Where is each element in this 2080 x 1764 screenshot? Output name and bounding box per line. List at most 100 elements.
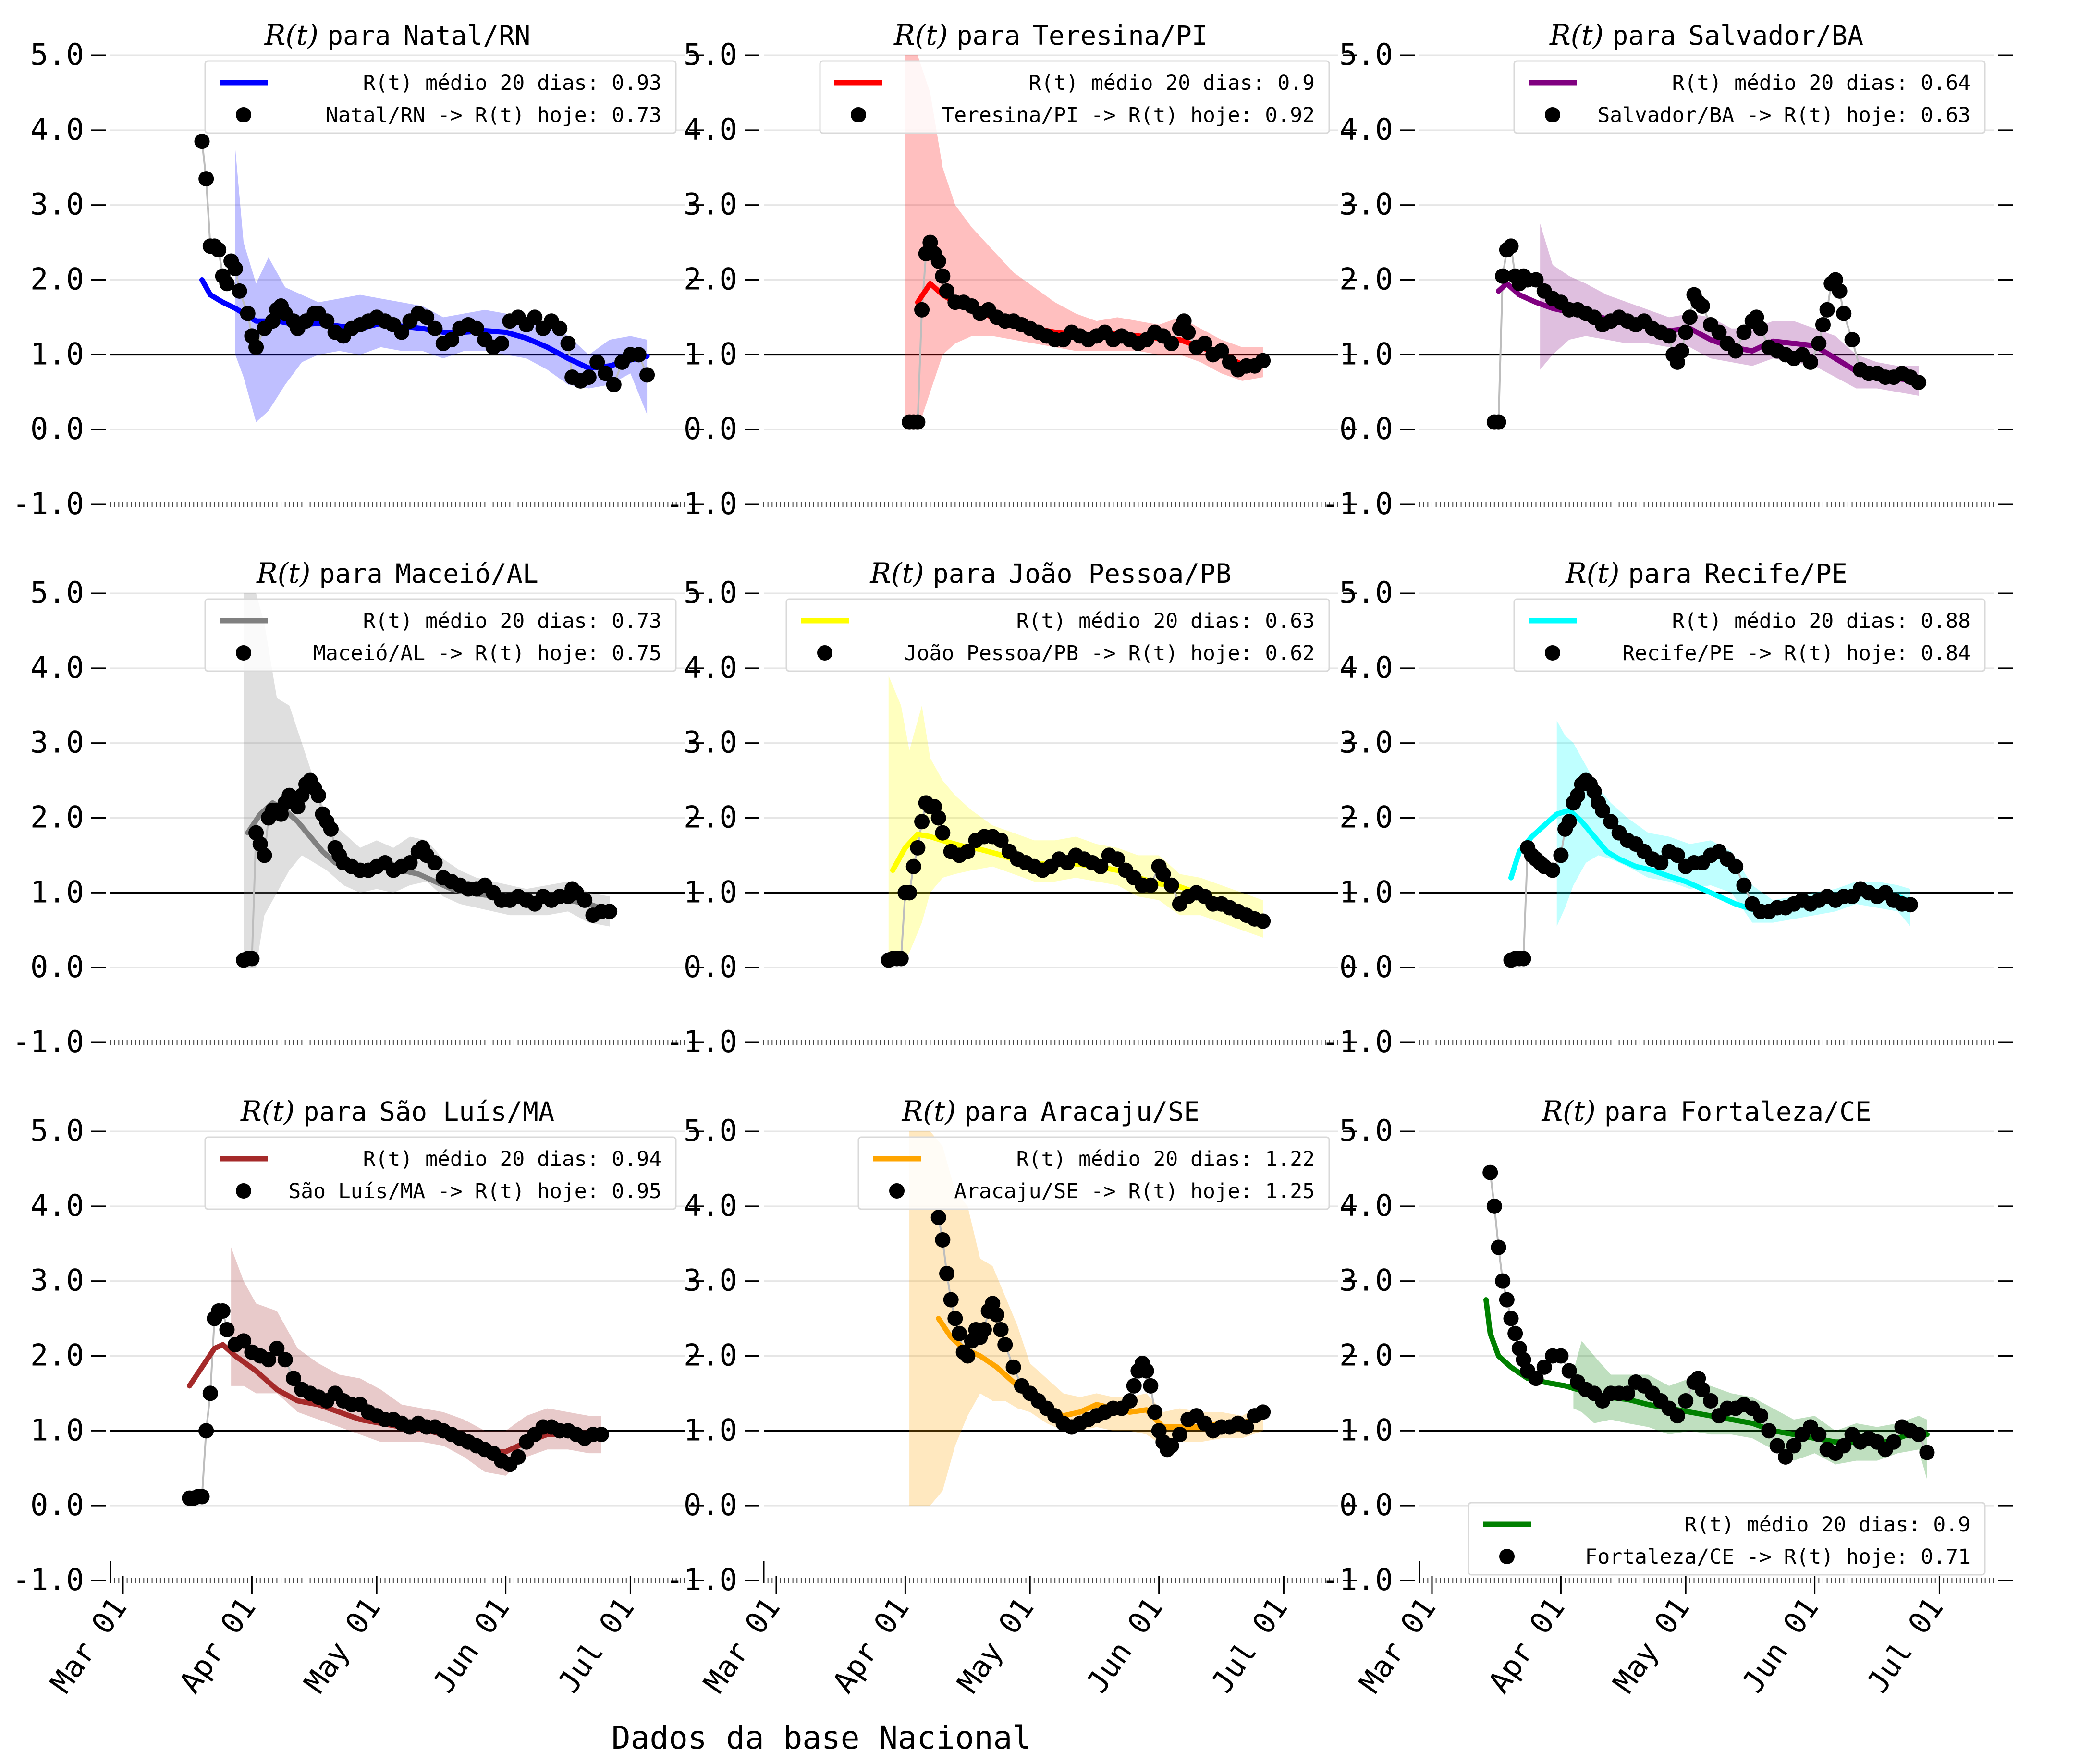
legend-today-label: Recife/PE -> R(t) hoje: 0.84 <box>1622 641 1970 665</box>
data-point <box>989 1307 1004 1323</box>
chart-title-math: R(t) <box>1565 557 1619 589</box>
data-point <box>1213 343 1229 359</box>
data-point <box>1603 814 1619 830</box>
chart-panel: R(t) para São Luís/MA -1.0 0.0 1.0 2.0 3.0 4.0 5.… <box>12 1095 704 1699</box>
chart-title-city: Maceió/AL <box>395 558 538 589</box>
chart-title-city: Salvador/BA <box>1688 20 1863 51</box>
data-point <box>893 951 909 967</box>
legend-mean-label: R(t) médio 20 dias: 0.88 <box>1672 609 1970 633</box>
panels-container: R(t) para Natal/RN-1.00.01.02.03.04.05.0R(… <box>12 19 2013 1699</box>
chart-title: R(t) para São Luís/MA <box>240 1095 554 1127</box>
data-point <box>1694 298 1710 314</box>
y-tick-label: 3.0 <box>30 1263 84 1298</box>
data-point <box>1815 317 1831 332</box>
chart-title-prefix: para <box>319 558 382 589</box>
legend-point-swatch <box>236 1183 251 1199</box>
confidence-band <box>244 593 610 968</box>
data-point <box>910 840 926 856</box>
data-point <box>1545 862 1561 878</box>
chart-title: R(t) para Natal/RN <box>264 19 531 51</box>
data-point <box>323 821 339 837</box>
legend-today-label: São Luís/MA -> R(t) hoje: 0.95 <box>288 1179 661 1203</box>
data-point <box>1197 335 1212 351</box>
chart-title-prefix: para <box>1628 558 1691 589</box>
y-tick-label: 5.0 <box>684 575 737 610</box>
data-points <box>1503 772 1918 968</box>
legend-box <box>857 1136 1330 1210</box>
data-point <box>1661 328 1677 344</box>
x-minor-ticks <box>1419 502 1994 507</box>
data-point <box>427 855 443 870</box>
data-point <box>1255 1404 1271 1420</box>
data-point <box>198 1423 214 1439</box>
data-point <box>1595 802 1611 818</box>
data-points <box>902 234 1271 430</box>
chart-title-math: R(t) <box>240 1095 294 1127</box>
data-point <box>589 354 605 370</box>
data-point <box>1778 1449 1794 1465</box>
data-point <box>1155 866 1171 882</box>
data-point <box>1163 335 1179 351</box>
confidence-band <box>231 1247 601 1476</box>
y-tick-label: 3.0 <box>684 1263 737 1298</box>
data-point <box>1669 1408 1685 1424</box>
data-point <box>1811 335 1827 351</box>
x-minor-ticks <box>110 1040 685 1045</box>
data-point <box>947 1311 963 1326</box>
y-tick-label: 0.0 <box>1339 1487 1393 1522</box>
data-point <box>997 1337 1013 1353</box>
chart-panel: R(t) para Natal/RN -1.0 0.0 1.0 2.0 3.0 4.0 5.0 R(… <box>12 19 704 521</box>
data-point <box>1163 1438 1179 1454</box>
y-tick-label: 4.0 <box>684 650 737 685</box>
data-point <box>1495 268 1511 284</box>
data-point <box>951 1325 967 1341</box>
data-point <box>1138 1363 1154 1379</box>
data-point <box>1503 1311 1519 1326</box>
data-point <box>1674 343 1689 359</box>
legend-point-swatch <box>1499 1549 1515 1564</box>
chart-title: R(t) para Maceió/AL <box>256 557 538 589</box>
y-tick-label: 0.0 <box>30 411 84 446</box>
data-point <box>1711 324 1727 340</box>
legend-point-swatch <box>236 645 251 661</box>
chart-panel: R(t) para Maceió/AL -1.0 0.0 1.0 2.0 3.0 4.0 5.0 R… <box>12 557 704 1059</box>
data-point <box>1902 897 1918 913</box>
data-point <box>1536 1359 1552 1375</box>
chart-title-math: R(t) <box>1541 1095 1595 1127</box>
chart-panel: R(t) para Teresina/PI -1.0 0.0 1.0 2.0 3.0 4.0 5.… <box>666 19 1357 521</box>
y-tick-label: 1.0 <box>30 874 84 909</box>
legend: R(t) médio 20 dias: 0.73 Maceió/AL -> R(t… <box>204 598 677 672</box>
chart-title-prefix: para <box>933 558 996 589</box>
x-tick-label: Jun 01 <box>1735 1591 1825 1699</box>
data-point <box>1753 1408 1769 1424</box>
x-tick-label: Jul 01 <box>551 1591 641 1699</box>
y-tick-label: 1.0 <box>1339 336 1393 371</box>
chart-title: R(t) para João Pessoa/PB <box>869 557 1231 589</box>
data-point <box>1005 1359 1021 1375</box>
y-tick-label: 3.0 <box>1339 187 1393 222</box>
data-point <box>1811 1427 1827 1443</box>
data-point <box>1528 272 1544 288</box>
y-tick-label: 0.0 <box>1339 949 1393 984</box>
y-tick-label: -1.0 <box>1321 486 1393 521</box>
y-tick-label: 1.0 <box>1339 874 1393 909</box>
chart-title-math: R(t) <box>893 19 948 51</box>
y-tick-label: 5.0 <box>30 575 84 610</box>
chart-title-math: R(t) <box>264 19 318 51</box>
y-tick-label: 5.0 <box>684 37 737 72</box>
x-tick-label: Jul 01 <box>1204 1591 1294 1699</box>
x-minor-ticks <box>110 1578 685 1583</box>
legend: R(t) médio 20 dias: 0.93 Natal/RN -> R(t)… <box>204 60 677 134</box>
confidence-band <box>909 1131 1263 1506</box>
legend-today-label: Salvador/BA -> R(t) hoje: 0.63 <box>1597 103 1970 127</box>
data-point <box>1753 320 1769 336</box>
y-tick-label: 2.0 <box>1339 800 1393 835</box>
data-point <box>1486 1198 1502 1214</box>
data-points <box>194 134 655 392</box>
data-point <box>943 1292 959 1308</box>
chart-title-prefix: para <box>965 1096 1028 1127</box>
legend-box <box>819 60 1330 134</box>
data-point <box>444 332 460 348</box>
chart-title-math: R(t) <box>1549 19 1603 51</box>
